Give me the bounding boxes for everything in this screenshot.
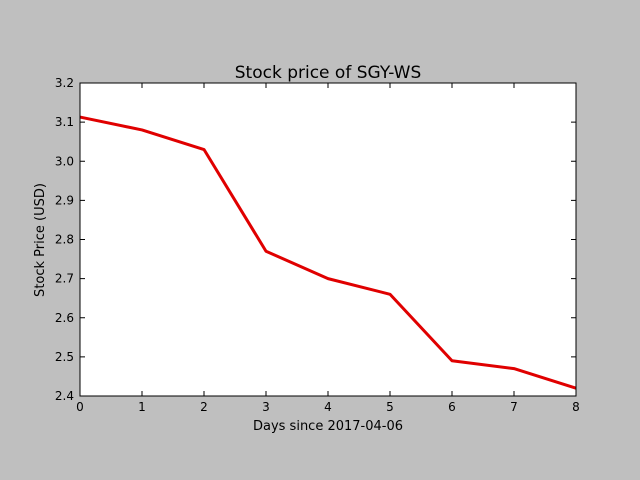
x-tick-label: 7 xyxy=(510,400,518,414)
x-tick-label: 3 xyxy=(262,400,270,414)
x-tick-label: 1 xyxy=(138,400,146,414)
y-tick-label: 2.4 xyxy=(55,389,74,403)
y-tick-label: 3.2 xyxy=(55,76,74,90)
x-tick-label: 4 xyxy=(324,400,332,414)
y-axis-label: Stock Price (USD) xyxy=(33,183,48,297)
y-tick-label: 2.5 xyxy=(55,350,74,364)
plot-frame xyxy=(79,82,577,397)
x-tick-label: 6 xyxy=(448,400,456,414)
chart-title: Stock price of SGY-WS xyxy=(235,63,422,83)
x-tick-label: 8 xyxy=(572,400,580,414)
x-tick-label: 0 xyxy=(76,400,84,414)
y-tick-label: 2.6 xyxy=(55,311,74,325)
y-tick-label: 2.8 xyxy=(55,233,74,247)
x-tick-label: 2 xyxy=(200,400,208,414)
x-axis-label: Days since 2017-04-06 xyxy=(253,419,403,434)
y-tick-label: 2.9 xyxy=(55,193,74,207)
x-tick-label: 5 xyxy=(386,400,394,414)
plot-area xyxy=(80,83,576,396)
y-tick-label: 2.7 xyxy=(55,272,74,286)
y-tick-label: 3.1 xyxy=(55,115,74,129)
tick-labels: 0 1 2 3 4 5 6 7 8 2.4 2.5 2.6 2.7 2.8 2.9 3.0 3.1 3.2 xyxy=(55,76,580,414)
y-tick-label: 3.0 xyxy=(55,154,74,168)
